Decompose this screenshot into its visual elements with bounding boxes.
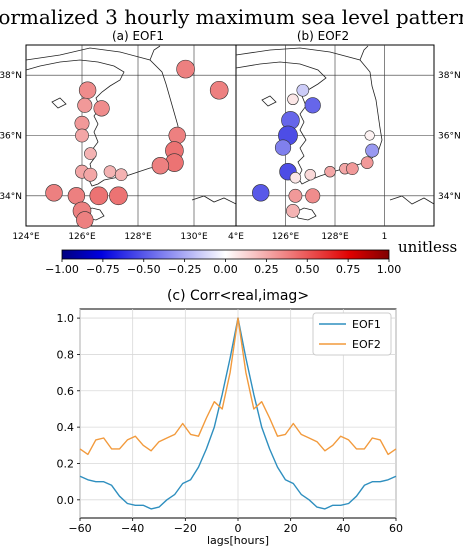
station-marker: [287, 93, 299, 106]
x-tick-label: 40: [336, 522, 350, 535]
x-tick-label: 60: [389, 522, 403, 535]
station-marker: [324, 166, 336, 178]
line-yticks: 0.0 0.2 0.4 0.6 0.8 1.0: [57, 312, 80, 507]
legend-label-eof2: EOF2: [352, 338, 381, 351]
station-marker: [252, 184, 270, 202]
x-tick-label: 0: [235, 522, 242, 535]
panel-a: (a) EOF1 124°E 126°E 128°E 130°E 34°N 36°N 38…: [0, 29, 251, 242]
x-tick-label: 20: [284, 522, 298, 535]
lon-tick-label: 130°E: [180, 232, 208, 242]
colorbar-tick-label: −1.00: [45, 263, 79, 276]
y-tick-label: 0.6: [57, 385, 75, 398]
lon-tick-label: 124°E: [12, 232, 40, 242]
y-tick-label: 0.2: [57, 457, 75, 470]
station-marker: [168, 126, 186, 145]
station-marker: [305, 188, 321, 204]
station-marker: [304, 169, 316, 181]
lon-tick-label: 1: [382, 232, 388, 242]
line-chart: (c) Corr<real,imag> −60 −40 −20 0 20 40 60 0.0…: [57, 288, 404, 547]
colorbar-label: unitless: [398, 238, 457, 256]
lon-tick-label: 126°E: [272, 232, 300, 242]
panel-a-yticks: 34°N 36°N 38°N: [0, 71, 22, 202]
lon-tick-label: 126°E: [68, 232, 96, 242]
panel-b-yticks: 34°N 36°N 38°N: [438, 71, 461, 202]
lat-tick-label: 38°N: [0, 71, 22, 81]
panel-b-xticks: 4°E 126°E 128°E 1: [228, 232, 387, 242]
colorbar: −1.00 −0.75 −0.50 −0.25 0.00 0.25 0.50 0.75 1.00…: [45, 238, 457, 276]
colorbar-tick-label: −0.25: [168, 263, 202, 276]
station-marker: [45, 184, 63, 202]
station-marker: [114, 168, 128, 182]
line-series: [79, 317, 397, 510]
station-marker: [304, 97, 321, 114]
colorbar-ticks: −1.00 −0.75 −0.50 −0.25 0.00 0.25 0.50 0.75 1.00: [45, 259, 401, 276]
legend: EOF1 EOF2: [312, 312, 392, 356]
station-marker: [151, 156, 170, 175]
station-marker: [83, 167, 98, 182]
lon-tick-label: 128°E: [321, 232, 349, 242]
colorbar-tick-label: 0.00: [213, 263, 238, 276]
station-marker: [93, 100, 110, 117]
y-tick-label: 0.4: [57, 421, 75, 434]
line-xticks: −60 −40 −20 0 20 40 60: [68, 518, 403, 535]
legend-label-eof1: EOF1: [352, 318, 381, 331]
panel-a-stations: [45, 59, 229, 229]
y-tick-label: 0.8: [57, 348, 75, 361]
panel-b-stations: [252, 83, 380, 218]
station-marker: [274, 139, 292, 156]
station-marker: [77, 97, 93, 113]
station-marker: [76, 211, 94, 229]
y-tick-label: 1.0: [57, 312, 75, 325]
station-marker: [75, 128, 89, 143]
colorbar-tick-label: 1.00: [377, 263, 402, 276]
x-tick-label: −60: [68, 522, 91, 535]
station-marker: [176, 59, 195, 79]
station-marker: [103, 165, 117, 178]
station-marker: [89, 186, 109, 206]
station-marker: [296, 83, 310, 97]
station-marker: [289, 172, 302, 184]
station-marker: [84, 147, 97, 160]
lat-tick-label: 34°N: [0, 192, 22, 202]
figure-title: Normalized 3 hourly maximum sea level pa…: [0, 5, 463, 29]
panel-a-title: (a) EOF1: [112, 29, 164, 43]
station-marker: [346, 162, 359, 175]
lat-tick-label: 38°N: [438, 71, 461, 81]
station-marker: [74, 115, 90, 131]
lon-tick-label: 4°E: [228, 232, 244, 242]
station-marker: [364, 130, 375, 141]
lat-tick-label: 36°N: [0, 132, 22, 142]
colorbar-tick-label: 0.25: [254, 263, 279, 276]
station-marker: [365, 143, 380, 158]
station-marker: [360, 156, 374, 169]
line-chart-title: (c) Corr<real,imag>: [167, 288, 309, 304]
station-marker: [109, 186, 128, 206]
colorbar-tick-label: −0.75: [86, 263, 120, 276]
panel-a-xticks: 124°E 126°E 128°E 130°E: [12, 232, 208, 242]
station-marker: [78, 81, 97, 99]
colorbar-tick-label: 0.75: [336, 263, 361, 276]
colorbar-tick-label: −0.50: [127, 263, 161, 276]
panel-b: (b) EOF2 4°E 126°E 128°E 1 34°N 36°N 38°N: [228, 29, 461, 242]
colorbar-gradient: [61, 249, 390, 260]
panel-b-graticule: [236, 45, 434, 226]
line-grid: [79, 309, 397, 518]
y-tick-label: 0.0: [57, 494, 75, 507]
colorbar-tick-label: 0.50: [295, 263, 320, 276]
x-axis-label: lags[hours]: [207, 534, 269, 547]
lon-tick-label: 128°E: [124, 232, 152, 242]
x-tick-label: −40: [121, 522, 144, 535]
station-marker: [209, 80, 229, 100]
series-line-eof2: [79, 317, 397, 456]
lat-tick-label: 36°N: [438, 132, 461, 142]
panel-b-title: (b) EOF2: [297, 29, 349, 43]
lat-tick-label: 34°N: [438, 192, 461, 202]
x-tick-label: −20: [174, 522, 197, 535]
station-marker: [286, 204, 300, 218]
station-marker: [288, 188, 303, 203]
